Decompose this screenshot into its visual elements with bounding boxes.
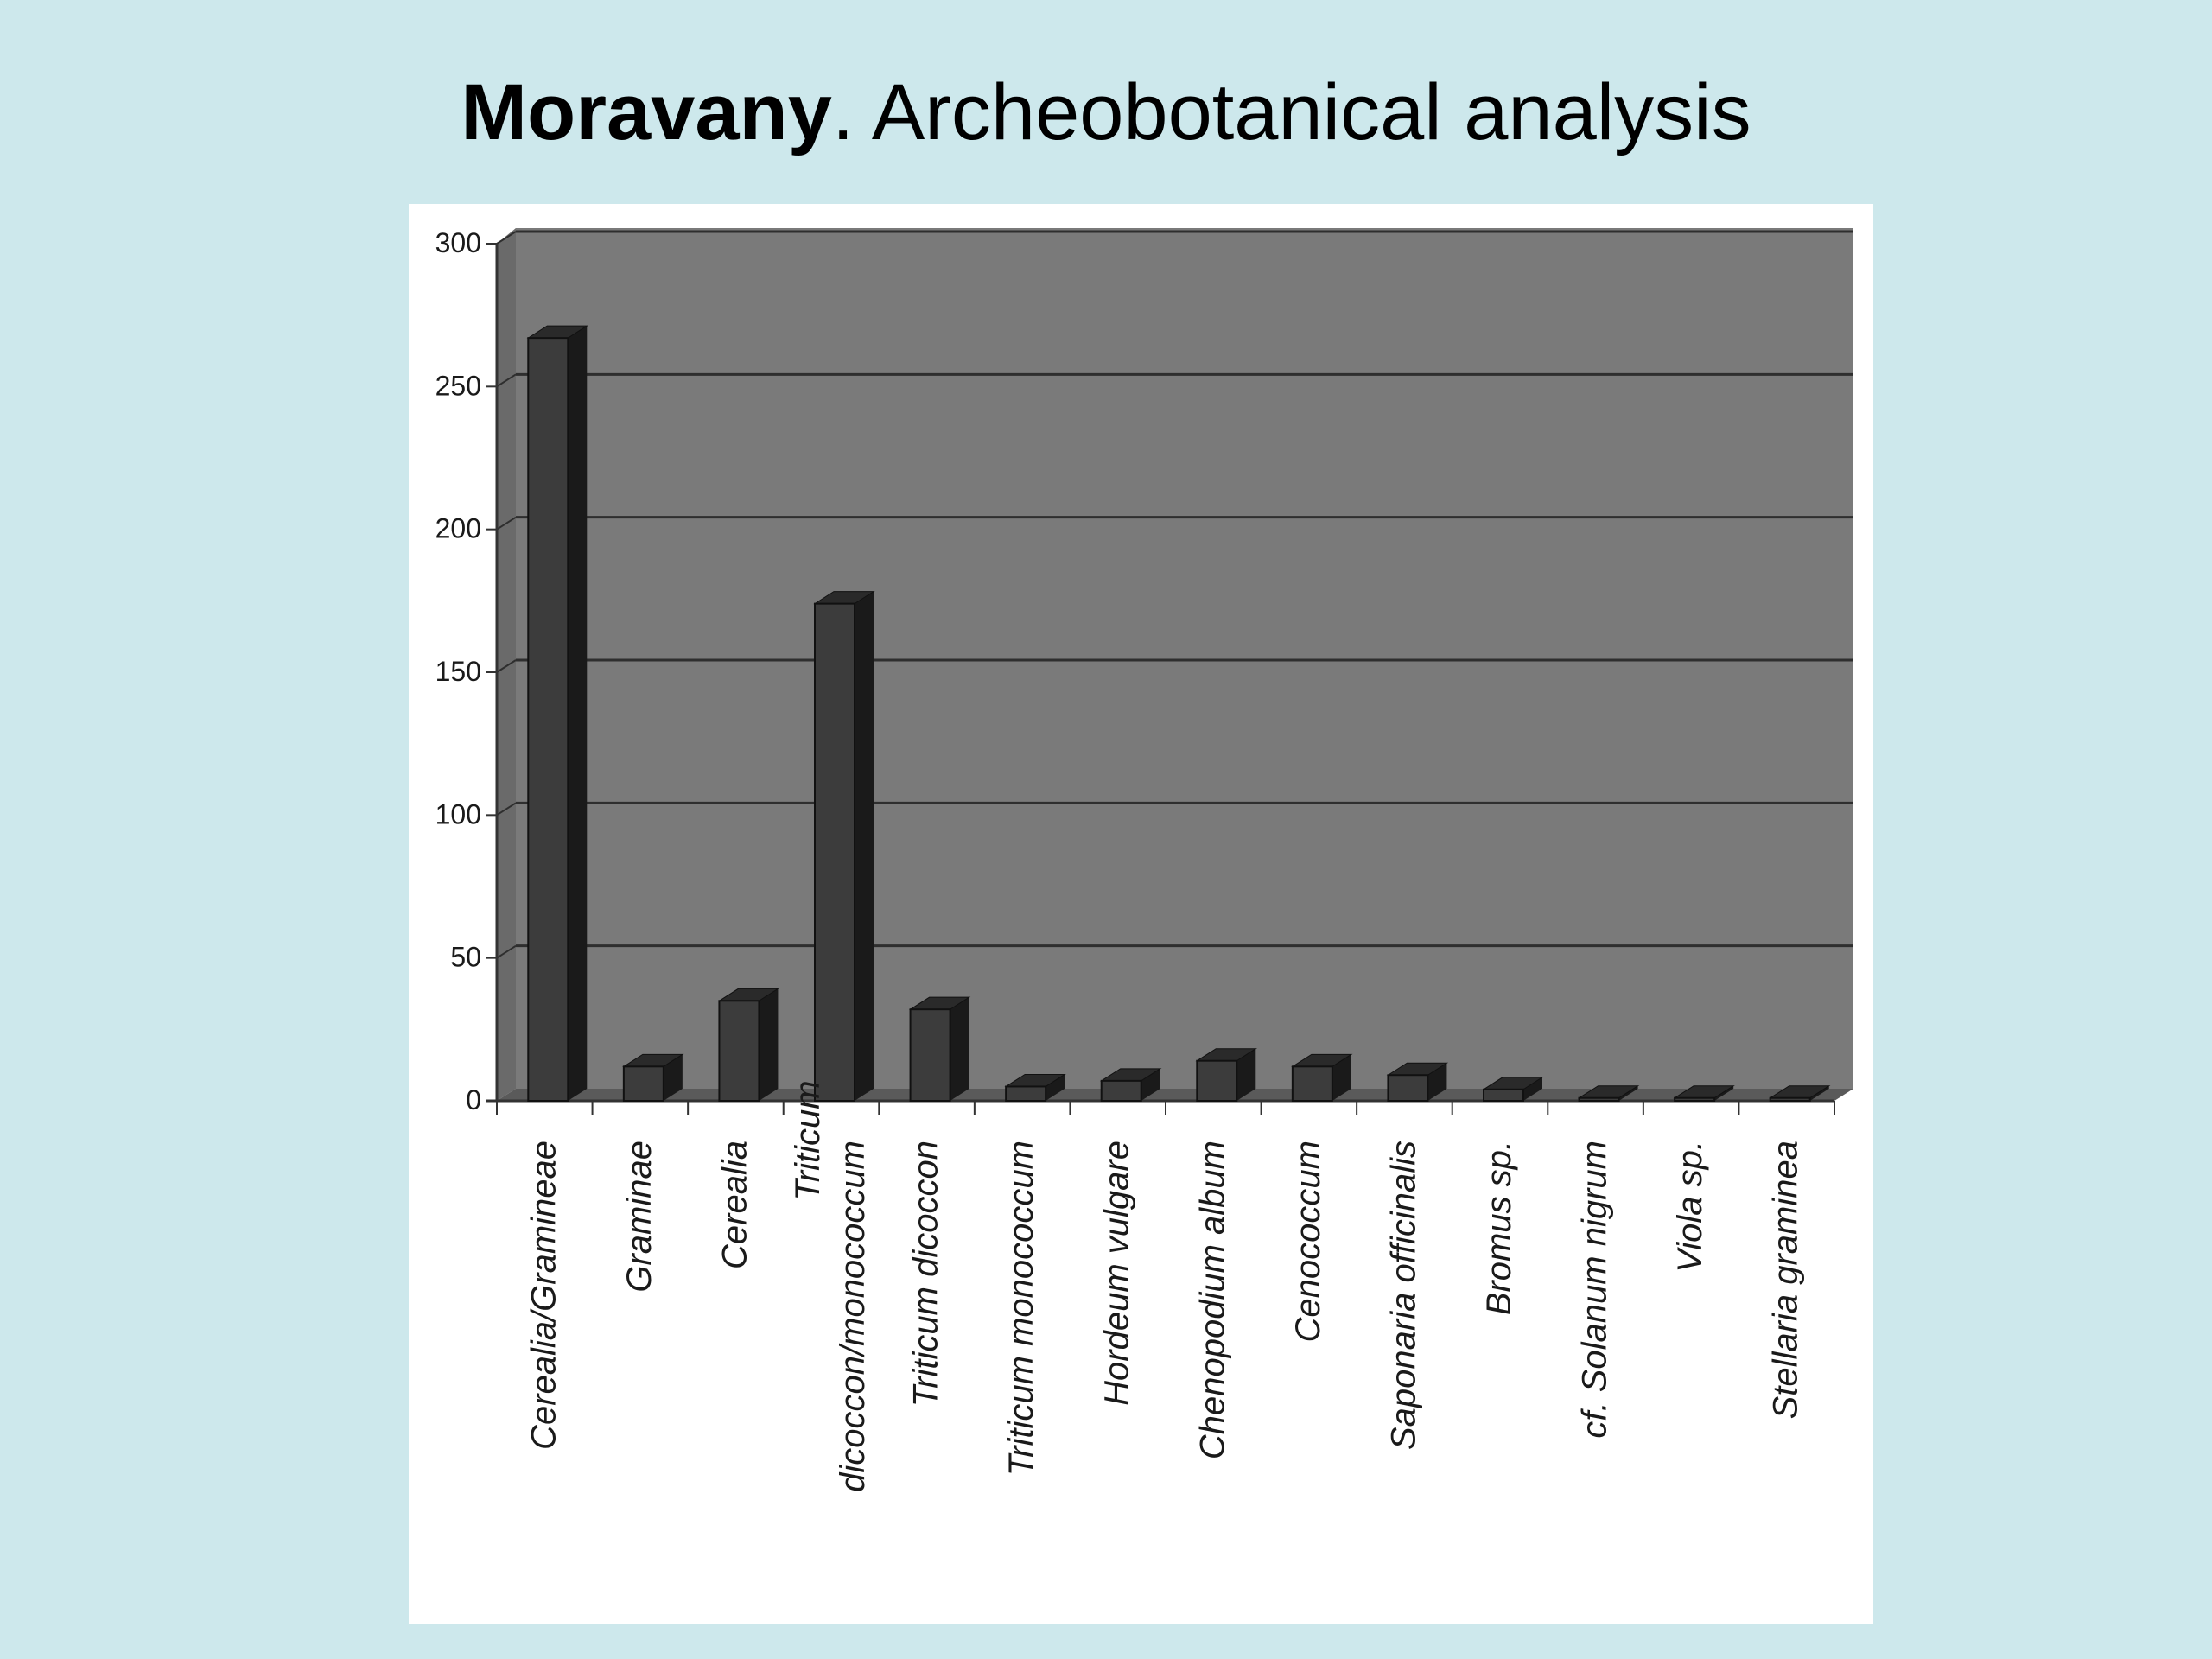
x-tick-label: Cenococcum	[1289, 1141, 1327, 1342]
bar	[527, 337, 569, 1102]
x-tick-label: Saponaria officinalis	[1384, 1141, 1422, 1450]
bar	[622, 1065, 664, 1103]
bar-side	[950, 997, 969, 1101]
slide-title: Moravany. Archeobotanical analysis	[0, 60, 2212, 164]
bar	[1196, 1059, 1238, 1102]
y-tick-label: 100	[435, 798, 481, 830]
bar-chart: 0 50 100 150 200 250 300 Cerealia/Gramineae Gram…	[435, 227, 1853, 1492]
bar-side	[1046, 1074, 1065, 1101]
x-tick-label: Bromus sp.	[1480, 1141, 1518, 1315]
bar	[1769, 1096, 1811, 1103]
y-tick-label: 150	[435, 656, 481, 687]
bar-side	[855, 591, 874, 1101]
title-subtitle: . Archeobotanical analysis	[831, 68, 1751, 156]
bar-side	[1332, 1054, 1351, 1101]
x-tick-label: Triticum dicoccon	[907, 1141, 945, 1407]
y-tick-label: 300	[435, 227, 481, 258]
y-tick-label: 50	[450, 942, 481, 973]
chart-panel: 0 50 100 150 200 250 300 Cerealia/Gramineae Gram…	[409, 204, 1873, 1624]
bar-side	[1809, 1085, 1829, 1101]
bar	[1578, 1096, 1620, 1103]
bar	[1387, 1074, 1429, 1102]
x-tick-label: cf. Solanum nigrum	[1576, 1141, 1614, 1439]
bar-side	[1714, 1085, 1734, 1101]
x-tick-label: Viola sp.	[1671, 1141, 1709, 1273]
bar-side	[568, 326, 588, 1101]
x-tick-label: Cerealia/Gramineae	[524, 1141, 563, 1450]
bar	[1291, 1065, 1333, 1103]
y-tick-label: 200	[435, 513, 481, 544]
gridline-side	[496, 659, 517, 673]
bar	[1483, 1088, 1524, 1102]
title-site-name: Moravany	[461, 68, 832, 156]
bar	[814, 602, 855, 1102]
x-tick-label: Hordeum vulgare	[1098, 1141, 1136, 1406]
plot-area	[516, 228, 1853, 1089]
bar-side	[663, 1054, 683, 1101]
x-tick-label: Stellaria graminea	[1767, 1141, 1805, 1419]
y-tick-label: 250	[435, 370, 481, 401]
gridline-side	[496, 231, 517, 245]
bar	[1674, 1096, 1716, 1103]
bar	[1005, 1085, 1047, 1103]
plot-side-wall	[497, 228, 516, 1101]
x-tick-label: Cerealia	[715, 1141, 753, 1269]
x-tick-label: Triticum	[789, 1080, 827, 1200]
gridline-side	[496, 802, 517, 817]
bar-side	[1141, 1068, 1160, 1101]
bar	[1100, 1079, 1142, 1102]
x-tick-label: Graminae	[620, 1141, 658, 1293]
bar	[718, 1000, 760, 1102]
x-tick-label: Chenopodium album	[1193, 1141, 1231, 1459]
x-tick-label: Triticum monococcum	[1002, 1141, 1040, 1476]
x-tick-label: dicoccon/monococcum	[834, 1141, 872, 1492]
bar-side	[1523, 1077, 1542, 1101]
bar-side	[1236, 1048, 1256, 1101]
gridline-side	[496, 516, 517, 531]
plot-floor	[497, 1089, 1853, 1101]
bar-side	[759, 988, 779, 1101]
gridline-side	[496, 944, 517, 959]
y-tick-label: 0	[466, 1084, 481, 1116]
bar	[909, 1008, 951, 1102]
bar-side	[1618, 1085, 1638, 1101]
gridline-side	[496, 373, 517, 388]
